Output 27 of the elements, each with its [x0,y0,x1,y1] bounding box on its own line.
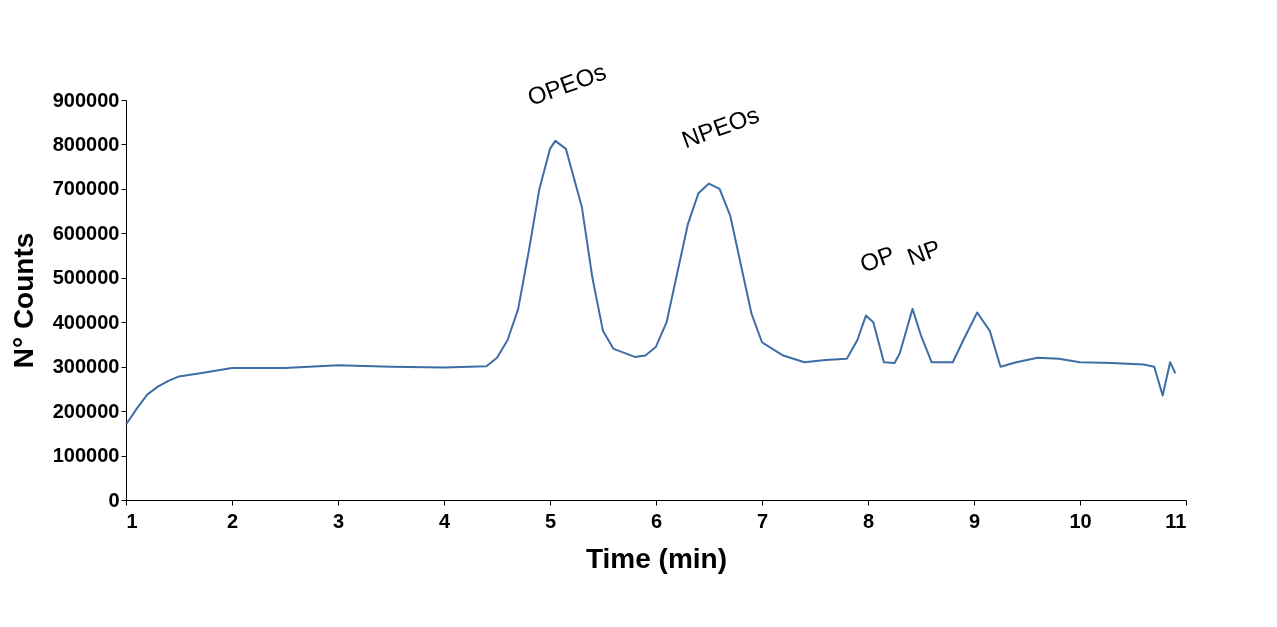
x-tick-label: 3 [332,509,345,532]
y-tick-label: 700000 [52,177,120,200]
x-tick-label: 4 [438,509,451,532]
x-tick-label: 2 [226,509,239,532]
x-tick-label: 7 [756,509,769,532]
y-tick-label: 800000 [52,132,120,155]
y-tick-label: 100000 [52,444,120,467]
y-tick-label: 0 [108,488,120,511]
y-axis-title: N° Counts [7,232,39,369]
y-tick-label: 400000 [52,310,120,333]
x-tick-label: 8 [862,509,875,532]
x-tick-label: 11 [1165,509,1187,532]
x-axis-title: Time (min) [585,542,728,574]
x-tick-label: 10 [1069,509,1092,532]
annotation: NP [903,233,945,271]
y-tick-label: 300000 [52,355,120,378]
y-tick-label: 200000 [52,399,120,422]
x-tick-label: 6 [650,509,663,532]
annotation: OPEOs [523,57,610,111]
y-tick-label: 500000 [52,266,120,289]
annotation: OP [856,240,899,278]
x-tick-label: 9 [968,509,981,532]
x-tick-label: 5 [544,509,557,532]
x-tick-label: 1 [126,509,138,532]
annotation: NPEOs [678,100,763,154]
y-tick-label: 600000 [52,221,120,244]
y-tick-label: 900000 [52,88,120,111]
